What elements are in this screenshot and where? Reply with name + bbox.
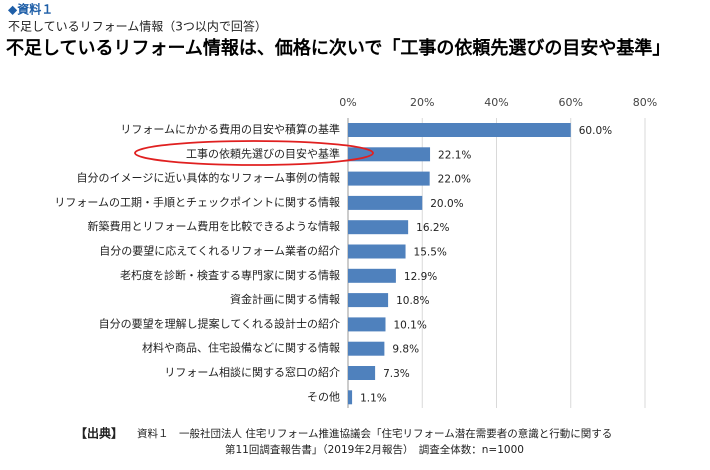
- subtitle: 不足しているリフォーム情報（3つ以内で回答）: [8, 19, 267, 34]
- value-label: 1.1%: [360, 392, 387, 404]
- bar: [348, 390, 353, 405]
- x-tick-label: 0%: [339, 96, 356, 109]
- doc-label: ◆資料１: [8, 2, 53, 17]
- y-tick-label: リフォームの工期・手順とチェックポイントに関する情報: [54, 195, 340, 209]
- y-tick-label: 工事の依頼先選びの目安や基準: [186, 146, 340, 160]
- bar: [348, 317, 386, 332]
- x-tick-label: 40%: [484, 96, 508, 109]
- bar: [348, 220, 409, 235]
- y-tick-label: 自分のイメージに近い具体的なリフォーム事例の情報: [77, 171, 340, 185]
- x-tick-label: 60%: [559, 96, 583, 109]
- value-label: 22.0%: [438, 174, 471, 186]
- source-label: 【出典】: [75, 426, 123, 441]
- y-tick-label: 自分の要望に応えてくれるリフォーム業者の紹介: [99, 244, 340, 258]
- value-label: 20.0%: [430, 198, 463, 210]
- x-tick-label: 20%: [410, 96, 434, 109]
- y-tick-label: リフォーム相談に関する窓口の紹介: [164, 365, 340, 379]
- value-label: 15.5%: [414, 247, 447, 259]
- bar: [348, 123, 571, 137]
- bar: [348, 268, 396, 283]
- value-label: 7.3%: [383, 368, 410, 380]
- y-tick-label: 自分の要望を理解し提案してくれる設計士の紹介: [99, 316, 340, 330]
- y-tick-label: 老朽度を診断・検査する専門家に関する情報: [120, 268, 340, 282]
- y-tick-label: リフォームにかかる費用の目安や積算の基準: [120, 122, 340, 136]
- bar: [348, 293, 389, 308]
- highlight-ellipse: [134, 140, 374, 166]
- y-tick-label: その他: [307, 390, 340, 403]
- y-tick-label: 材料や商品、住宅設備などに関する情報: [142, 341, 340, 355]
- value-label: 12.9%: [404, 271, 437, 283]
- value-label: 10.8%: [396, 295, 429, 307]
- bar: [348, 366, 376, 380]
- bar: [348, 341, 385, 356]
- bar: [348, 171, 430, 186]
- source-line: 第11回調査報告書」（2019年2月報告） 調査全体数：n=1000: [225, 443, 524, 456]
- bar: [348, 147, 431, 162]
- chart-title: 不足しているリフォーム情報は、価格に次いで「工事の依頼先選びの目安や基準」: [6, 37, 670, 59]
- y-tick-label: 新築費用とリフォーム費用を比較できるような情報: [88, 219, 340, 233]
- value-label: 22.1%: [438, 149, 471, 161]
- source-line: 資料１ 一般社団法人 住宅リフォーム推進協議会「住宅リフォーム潜在需要者の意識と…: [137, 427, 612, 440]
- x-tick-label: 80%: [633, 96, 657, 109]
- bar: [348, 244, 406, 259]
- value-label: 16.2%: [416, 222, 449, 234]
- bar: [348, 195, 423, 210]
- value-label: 10.1%: [393, 319, 426, 331]
- value-label: 60.0%: [579, 125, 612, 137]
- value-label: 9.8%: [392, 344, 419, 356]
- plot: 0% 20% 40% 60% 80% リフォームにかかる費用の目安や積算の基準 60.0% 工…: [54, 96, 657, 408]
- y-tick-label: 資金計画に関する情報: [230, 292, 340, 306]
